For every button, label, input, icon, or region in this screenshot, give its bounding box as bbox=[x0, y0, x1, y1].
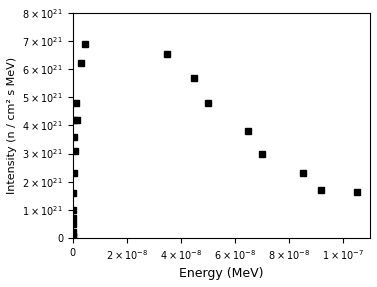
Y-axis label: Intensity (n / cm² s MeV): Intensity (n / cm² s MeV) bbox=[7, 57, 17, 194]
X-axis label: Energy (MeV): Energy (MeV) bbox=[179, 267, 264, 280]
